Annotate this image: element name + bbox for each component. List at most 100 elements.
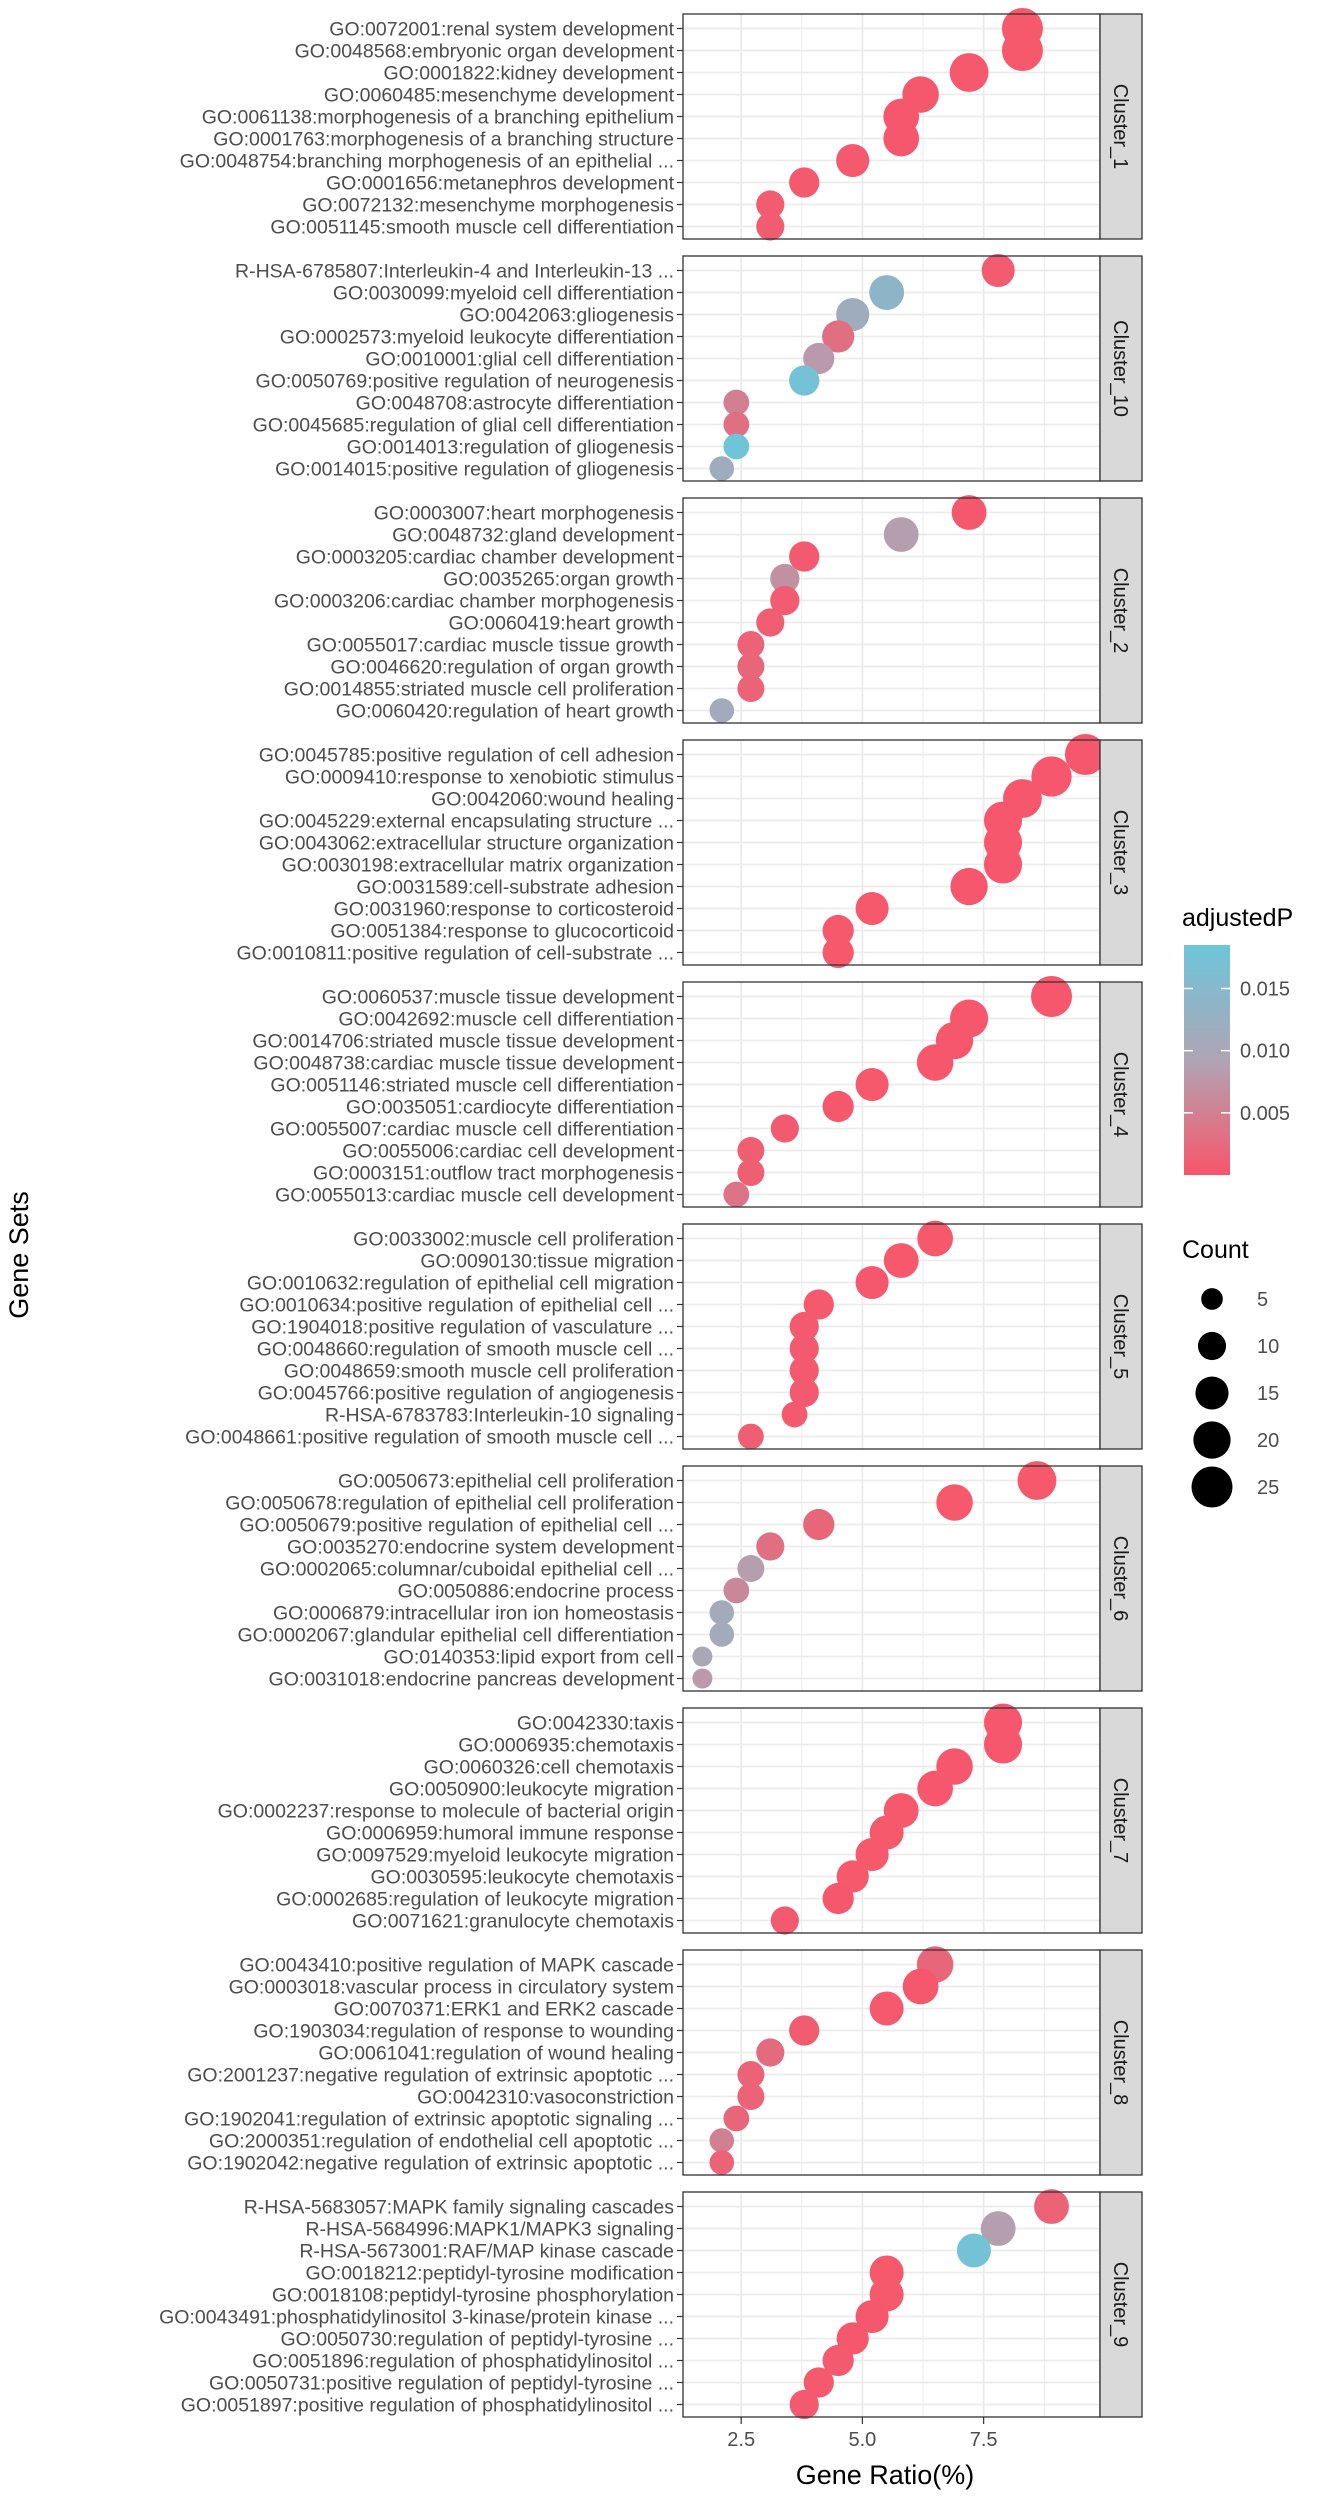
data-point	[737, 1159, 765, 1186]
y-tick-label: GO:0045685:regulation of glial cell diff…	[253, 415, 674, 437]
y-axis-title: Gene Sets	[4, 1191, 34, 1319]
data-point	[917, 1770, 953, 1807]
data-point	[855, 1837, 889, 1872]
y-tick-label: GO:0051146:striated muscle cell differen…	[270, 1075, 674, 1097]
y-tick-label: GO:0010632:regulation of epithelial cell…	[247, 1273, 674, 1295]
data-point	[883, 1243, 919, 1278]
size-legend-dot	[1195, 1376, 1229, 1410]
x-tick-label: 7.5	[970, 2429, 998, 2451]
data-point	[789, 1333, 819, 1364]
y-tick-label: GO:0051896:regulation of phosphatidylino…	[252, 2351, 674, 2373]
y-tick-label: GO:0002065:columnar/cuboidal epithelial …	[260, 1559, 674, 1581]
y-tick-label: GO:0018108:peptidyl-tyrosine phosphoryla…	[272, 2285, 674, 2307]
data-point	[709, 1622, 735, 1647]
y-tick-label: GO:0030198:extracellular matrix organiza…	[282, 855, 674, 877]
y-tick-label: GO:0002237:response to molecule of bacte…	[218, 1801, 674, 1823]
facet-panel: GO:0060537:muscle tissue developmentGO:0…	[252, 976, 1143, 1208]
data-point	[902, 1968, 939, 2005]
facet-panel: R-HSA-6785807:Interleukin-4 and Interleu…	[235, 253, 1143, 482]
data-point	[709, 456, 735, 481]
y-tick-label: GO:0045785:positive regulation of cell a…	[259, 745, 674, 767]
y-tick-label: GO:0042310:vasoconstriction	[417, 2087, 674, 2109]
y-tick-label: GO:0061041:regulation of wound healing	[318, 2043, 674, 2065]
facet-strip-label: Cluster_2	[1109, 568, 1131, 654]
size-legend-items: 5 10 15 20 25	[1191, 1288, 1279, 1508]
y-tick-label: GO:0071621:granulocyte chemotaxis	[352, 1911, 674, 1933]
colorbar-tick-label: 0.005	[1240, 1103, 1290, 1125]
y-tick-label: GO:0050731:positive regulation of peptid…	[209, 2373, 674, 2395]
data-point	[980, 2211, 1016, 2246]
data-point	[756, 2038, 785, 2067]
data-point	[723, 433, 750, 460]
y-tick-label: GO:0072132:mesenchyme morphogenesis	[302, 195, 674, 217]
data-point	[737, 653, 765, 680]
data-point	[1031, 976, 1073, 1017]
y-tick-label: GO:0046620:regulation of organ growth	[330, 657, 674, 679]
y-tick-label: GO:0051145:smooth muscle cell differenti…	[270, 217, 674, 239]
y-tick-label: GO:0002573:myeloid leukocyte differentia…	[280, 327, 674, 349]
y-tick-label: R-HSA-5684996:MAPK1/MAPK3 signaling	[305, 2219, 674, 2241]
data-point	[917, 1220, 953, 1257]
y-tick-label: GO:0055007:cardiac muscle cell different…	[270, 1119, 674, 1141]
y-tick-label: GO:0042692:muscle cell differentiation	[338, 1009, 674, 1031]
data-point	[981, 253, 1015, 288]
y-tick-label: GO:0031018:endocrine pancreas developmen…	[269, 1669, 675, 1691]
color-legend-title: adjustedP	[1182, 904, 1293, 932]
y-tick-label: GO:0002067:glandular epithelial cell dif…	[237, 1625, 674, 1647]
data-point	[737, 675, 765, 702]
data-point	[770, 1906, 799, 1935]
y-tick-label: GO:0035265:organ growth	[443, 569, 674, 591]
data-point	[1034, 2189, 1069, 2224]
y-tick-label: GO:0051897:positive regulation of phosph…	[181, 2395, 674, 2417]
y-tick-label: GO:0090130:tissue migration	[420, 1251, 674, 1273]
y-tick-label: GO:0010811:positive regulation of cell-s…	[236, 943, 674, 965]
y-tick-label: GO:0048754:branching morphogenesis of an…	[180, 151, 674, 173]
y-tick-label: GO:0051384:response to glucocorticoid	[330, 921, 674, 943]
y-tick-label: GO:0043062:extracellular structure organ…	[259, 833, 674, 855]
facet-strip	[1099, 1465, 1143, 1692]
y-tick-label: GO:0014855:striated muscle cell prolifer…	[284, 679, 674, 701]
y-tick-label: GO:0060419:heart growth	[449, 613, 674, 635]
y-tick-label: GO:0002685:regulation of leukocyte migra…	[276, 1889, 674, 1911]
y-tick-label: R-HSA-5673001:RAF/MAP kinase cascade	[299, 2241, 674, 2263]
y-tick-label: GO:2001237:negative regulation of extrin…	[187, 2065, 674, 2087]
data-point	[709, 698, 735, 723]
data-point	[1017, 1461, 1057, 1500]
data-point	[770, 585, 800, 616]
data-point	[869, 1991, 904, 2026]
data-point	[822, 936, 854, 969]
facet-strip	[1099, 739, 1143, 966]
y-tick-label: GO:1902042:negative regulation of extrin…	[187, 2153, 674, 2175]
y-tick-label: GO:0014015:positive regulation of glioge…	[275, 459, 674, 481]
y-tick-label: GO:0031589:cell-substrate adhesion	[356, 877, 674, 899]
data-point	[737, 631, 765, 658]
facet-strip	[1099, 13, 1143, 240]
y-tick-label: GO:0048661:positive regulation of smooth…	[185, 1427, 674, 1449]
facet-strip-label: Cluster_7	[1109, 1778, 1131, 1864]
y-tick-label: GO:1904018:positive regulation of vascul…	[251, 1317, 674, 1339]
size-legend-dot	[1191, 1466, 1233, 1508]
data-point	[756, 608, 785, 637]
data-point	[883, 120, 920, 157]
y-tick-label: GO:0003205:cardiac chamber development	[296, 547, 675, 569]
data-point	[1001, 30, 1043, 71]
y-tick-label: GO:0001822:kidney development	[383, 63, 674, 85]
y-tick-label: GO:0006879:intracellular iron ion homeos…	[273, 1603, 674, 1625]
y-tick-label: GO:0055013:cardiac muscle cell developme…	[275, 1185, 674, 1207]
y-tick-label: GO:0055017:cardiac muscle tissue growth	[307, 635, 674, 657]
y-tick-label: GO:0050673:epithelial cell proliferation	[338, 1471, 674, 1493]
data-point	[836, 143, 870, 178]
data-point	[789, 541, 820, 572]
y-tick-label: GO:0006935:chemotaxis	[458, 1735, 674, 1757]
size-legend-label: 15	[1257, 1383, 1279, 1405]
facet-strip-label: Cluster_4	[1109, 1052, 1131, 1138]
y-tick-label: GO:0003007:heart morphogenesis	[374, 503, 675, 525]
data-point	[770, 1114, 799, 1143]
y-tick-label: GO:0042060:wound healing	[431, 789, 674, 811]
data-point	[983, 845, 1023, 884]
data-point	[737, 2061, 765, 2088]
y-tick-label: GO:0060485:mesenchyme development	[324, 85, 675, 107]
y-tick-label: GO:0048708:astrocyte differentiation	[356, 393, 674, 415]
y-tick-label: GO:0043410:positive regulation of MAPK c…	[239, 1955, 674, 1977]
data-point	[723, 1577, 750, 1604]
